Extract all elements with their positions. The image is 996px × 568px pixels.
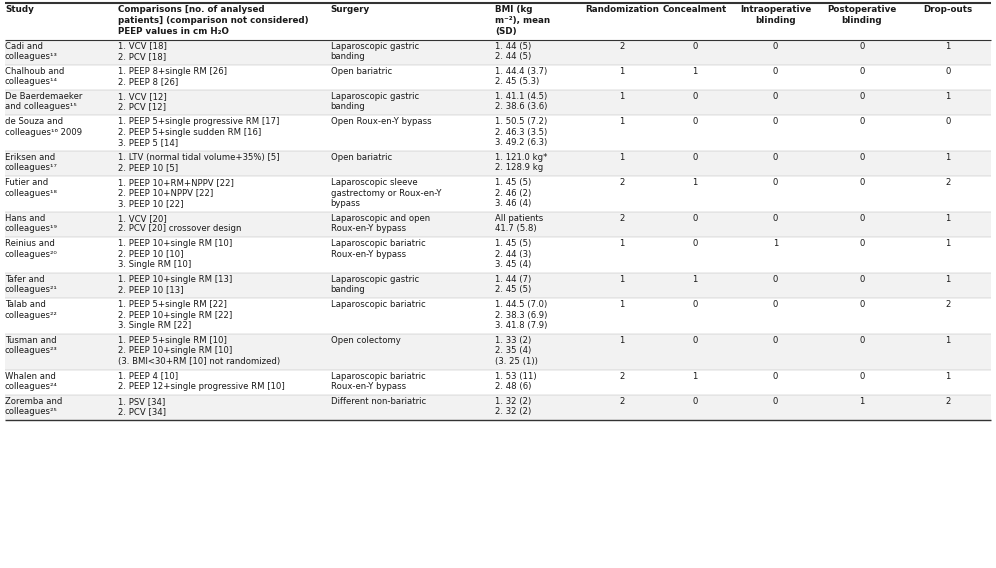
Text: Laparoscopic bariatric
Roux-en-Y bypass: Laparoscopic bariatric Roux-en-Y bypass <box>331 239 425 258</box>
Text: 0: 0 <box>773 275 778 283</box>
Bar <box>5 65 991 90</box>
Text: 1: 1 <box>945 239 950 248</box>
Bar <box>5 212 991 237</box>
Text: 0: 0 <box>945 117 950 126</box>
Text: Eriksen and
colleagues¹⁷: Eriksen and colleagues¹⁷ <box>5 153 58 173</box>
Text: BMI (kg
m⁻²), mean
(SD): BMI (kg m⁻²), mean (SD) <box>495 5 550 36</box>
Text: 2: 2 <box>945 178 950 187</box>
Text: Open bariatric: Open bariatric <box>331 66 391 76</box>
Text: 1: 1 <box>945 275 950 283</box>
Text: 0: 0 <box>692 117 697 126</box>
Text: 1: 1 <box>620 275 624 283</box>
Text: 1: 1 <box>620 66 624 76</box>
Text: 0: 0 <box>860 371 865 381</box>
Text: 0: 0 <box>692 300 697 309</box>
Bar <box>5 40 991 65</box>
Text: 0: 0 <box>860 239 865 248</box>
Text: 1. PEEP 5+single progressive RM [17]
2. PEEP 5+single sudden RM [16]
3. PEEP 5 [: 1. PEEP 5+single progressive RM [17] 2. … <box>118 117 279 147</box>
Text: 1. 44 (7)
2. 45 (5): 1. 44 (7) 2. 45 (5) <box>495 275 531 294</box>
Text: 0: 0 <box>860 214 865 223</box>
Text: 0: 0 <box>773 371 778 381</box>
Text: Talab and
colleagues²²: Talab and colleagues²² <box>5 300 58 320</box>
Text: 0: 0 <box>945 66 950 76</box>
Text: Laparoscopic and open
Roux-en-Y bypass: Laparoscopic and open Roux-en-Y bypass <box>331 214 430 233</box>
Text: 0: 0 <box>692 396 697 406</box>
Text: 1: 1 <box>692 275 697 283</box>
Text: 0: 0 <box>692 336 697 345</box>
Text: 1. 33 (2)
2. 35 (4)
(3. 25 (1)): 1. 33 (2) 2. 35 (4) (3. 25 (1)) <box>495 336 538 366</box>
Text: 0: 0 <box>773 178 778 187</box>
Text: 1. PEEP 10+single RM [10]
2. PEEP 10 [10]
3. Single RM [10]: 1. PEEP 10+single RM [10] 2. PEEP 10 [10… <box>118 239 232 269</box>
Text: Laparoscopic bariatric: Laparoscopic bariatric <box>331 300 425 309</box>
Text: Laparoscopic bariatric
Roux-en-Y bypass: Laparoscopic bariatric Roux-en-Y bypass <box>331 371 425 391</box>
Text: 1: 1 <box>945 92 950 101</box>
Bar <box>5 237 991 273</box>
Text: 1. VCV [18]
2. PCV [18]: 1. VCV [18] 2. PCV [18] <box>118 41 166 61</box>
Text: 2: 2 <box>620 214 624 223</box>
Text: 1. 44.4 (3.7)
2. 45 (5.3): 1. 44.4 (3.7) 2. 45 (5.3) <box>495 66 547 86</box>
Text: 1. 32 (2)
2. 32 (2): 1. 32 (2) 2. 32 (2) <box>495 396 531 416</box>
Text: Laparoscopic gastric
banding: Laparoscopic gastric banding <box>331 92 419 111</box>
Text: 0: 0 <box>860 153 865 162</box>
Text: 1. 50.5 (7.2)
2. 46.3 (3.5)
3. 49.2 (6.3): 1. 50.5 (7.2) 2. 46.3 (3.5) 3. 49.2 (6.3… <box>495 117 547 147</box>
Bar <box>5 298 991 334</box>
Bar <box>5 395 991 420</box>
Text: 0: 0 <box>860 275 865 283</box>
Text: 2: 2 <box>620 396 624 406</box>
Bar <box>5 90 991 115</box>
Text: Open Roux-en-Y bypass: Open Roux-en-Y bypass <box>331 117 431 126</box>
Text: 1. PEEP 5+single RM [10]
2. PEEP 10+single RM [10]
(3. BMI<30+RM [10] not random: 1. PEEP 5+single RM [10] 2. PEEP 10+sing… <box>118 336 280 366</box>
Text: Futier and
colleagues¹⁸: Futier and colleagues¹⁸ <box>5 178 58 198</box>
Text: 1. VCV [12]
2. PCV [12]: 1. VCV [12] 2. PCV [12] <box>118 92 166 111</box>
Text: Drop-outs: Drop-outs <box>923 5 972 14</box>
Text: 1. PEEP 10+single RM [13]
2. PEEP 10 [13]: 1. PEEP 10+single RM [13] 2. PEEP 10 [13… <box>118 275 232 294</box>
Text: 1: 1 <box>945 214 950 223</box>
Text: 1. 45 (5)
2. 46 (2)
3. 46 (4): 1. 45 (5) 2. 46 (2) 3. 46 (4) <box>495 178 531 208</box>
Text: Study: Study <box>5 5 34 14</box>
Text: 2: 2 <box>945 396 950 406</box>
Text: 0: 0 <box>773 92 778 101</box>
Text: 1. 45 (5)
2. 44 (3)
3. 45 (4): 1. 45 (5) 2. 44 (3) 3. 45 (4) <box>495 239 531 269</box>
Text: 0: 0 <box>860 336 865 345</box>
Text: 0: 0 <box>773 396 778 406</box>
Text: De Baerdemaeker
and colleagues¹⁵: De Baerdemaeker and colleagues¹⁵ <box>5 92 83 111</box>
Text: 1: 1 <box>945 371 950 381</box>
Text: 0: 0 <box>692 239 697 248</box>
Text: 1. PEEP 5+single RM [22]
2. PEEP 10+single RM [22]
3. Single RM [22]: 1. PEEP 5+single RM [22] 2. PEEP 10+sing… <box>118 300 232 330</box>
Text: Randomization: Randomization <box>585 5 659 14</box>
Text: 2: 2 <box>620 178 624 187</box>
Text: 1: 1 <box>620 92 624 101</box>
Text: 0: 0 <box>773 214 778 223</box>
Text: 0: 0 <box>773 117 778 126</box>
Text: Laparoscopic gastric
banding: Laparoscopic gastric banding <box>331 41 419 61</box>
Text: 0: 0 <box>692 41 697 51</box>
Text: 0: 0 <box>692 214 697 223</box>
Text: Open bariatric: Open bariatric <box>331 153 391 162</box>
Text: 0: 0 <box>860 66 865 76</box>
Bar <box>5 273 991 298</box>
Text: 1. PEEP 10+RM+NPPV [22]
2. PEEP 10+NPPV [22]
3. PEEP 10 [22]: 1. PEEP 10+RM+NPPV [22] 2. PEEP 10+NPPV … <box>118 178 233 208</box>
Text: 1. 121.0 kg*
2. 128.9 kg: 1. 121.0 kg* 2. 128.9 kg <box>495 153 548 173</box>
Text: 1. 44 (5)
2. 44 (5): 1. 44 (5) 2. 44 (5) <box>495 41 531 61</box>
Text: 0: 0 <box>860 178 865 187</box>
Text: 0: 0 <box>692 92 697 101</box>
Text: de Souza and
colleagues¹⁶ 2009: de Souza and colleagues¹⁶ 2009 <box>5 117 82 136</box>
Text: 1: 1 <box>773 239 778 248</box>
Text: All patients
41.7 (5.8): All patients 41.7 (5.8) <box>495 214 543 233</box>
Text: 1: 1 <box>945 153 950 162</box>
Bar <box>5 176 991 212</box>
Text: 1: 1 <box>945 41 950 51</box>
Text: Intraoperative
blinding: Intraoperative blinding <box>740 5 811 25</box>
Text: 2: 2 <box>945 300 950 309</box>
Text: Cadi and
colleagues¹³: Cadi and colleagues¹³ <box>5 41 58 61</box>
Bar <box>5 151 991 176</box>
Text: 0: 0 <box>773 153 778 162</box>
Text: Chalhoub and
colleagues¹⁴: Chalhoub and colleagues¹⁴ <box>5 66 65 86</box>
Text: Tusman and
colleagues²³: Tusman and colleagues²³ <box>5 336 58 356</box>
Text: Concealment: Concealment <box>662 5 727 14</box>
Text: Reinius and
colleagues²⁰: Reinius and colleagues²⁰ <box>5 239 58 258</box>
Text: Whalen and
colleagues²⁴: Whalen and colleagues²⁴ <box>5 371 58 391</box>
Bar <box>5 334 991 370</box>
Text: 1: 1 <box>692 178 697 187</box>
Text: 2: 2 <box>620 371 624 381</box>
